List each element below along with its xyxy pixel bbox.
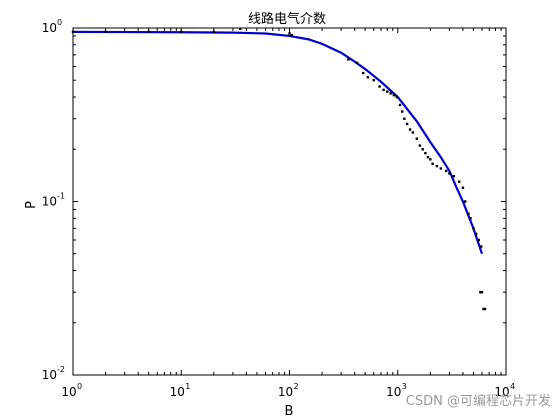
data-point xyxy=(472,227,475,230)
fit-line-group xyxy=(72,30,484,255)
x-tick-labels: 10 0 10 1 10 2 10 3 10 4 xyxy=(61,382,515,399)
data-point xyxy=(71,30,75,34)
data-point xyxy=(439,167,443,170)
data-point xyxy=(366,76,370,79)
x-tick-label: 10 1 xyxy=(170,382,191,399)
data-point xyxy=(288,32,291,35)
tick-label-exponent: 0 xyxy=(57,18,62,27)
tick-label-base: 10 xyxy=(42,368,57,382)
plot-frame xyxy=(72,27,507,376)
data-point xyxy=(378,85,381,88)
data-point xyxy=(389,92,392,95)
x-tick-label: 10 3 xyxy=(386,382,407,399)
tick-label-base: 10 xyxy=(42,21,57,35)
x-tick-label: 10 0 xyxy=(61,382,82,399)
data-point xyxy=(418,144,422,147)
data-point xyxy=(401,110,404,113)
data-point xyxy=(426,156,430,159)
data-point xyxy=(104,30,107,34)
data-point xyxy=(147,30,150,34)
x-tick-label: 10 2 xyxy=(278,382,299,399)
tick-label-base: 10 xyxy=(494,385,509,399)
tick-label-exponent: -2 xyxy=(57,365,65,374)
tick-label-exponent: 3 xyxy=(402,382,407,391)
data-point xyxy=(386,90,389,93)
plot-area xyxy=(71,27,507,376)
y-tick-label: 10 -2 xyxy=(42,365,65,382)
data-point xyxy=(372,79,375,82)
tick-label-exponent: 4 xyxy=(510,382,515,391)
data-point xyxy=(435,164,439,168)
data-point xyxy=(408,128,412,131)
tick-label-base: 10 xyxy=(170,385,185,399)
tick-label-base: 10 xyxy=(386,385,401,399)
data-point xyxy=(398,103,402,107)
tick-label-exponent: 0 xyxy=(77,382,82,391)
data-point xyxy=(212,30,216,34)
data-point xyxy=(452,174,456,178)
tick-label-base: 10 xyxy=(278,385,293,399)
watermark-text: CSDN @可编程芯片开发 xyxy=(406,393,551,409)
tick-label-exponent: 1 xyxy=(185,382,190,391)
data-point xyxy=(483,307,487,311)
data-point xyxy=(382,88,385,92)
tick-label-exponent: 2 xyxy=(294,382,299,391)
data-point xyxy=(347,58,350,61)
data-point xyxy=(429,158,432,161)
data-point xyxy=(362,71,365,75)
y-tick-label: 10 -1 xyxy=(42,192,65,209)
data-point xyxy=(461,186,465,189)
fit-curve xyxy=(72,30,484,255)
data-point xyxy=(474,232,478,236)
data-point xyxy=(448,172,451,175)
data-point xyxy=(180,30,183,34)
data-point xyxy=(392,93,396,97)
data-point xyxy=(395,95,398,99)
data-point xyxy=(238,27,242,30)
data-point xyxy=(290,33,293,37)
chart-title: 线路电气介数 xyxy=(248,11,326,27)
data-point xyxy=(477,238,480,242)
axis-ticks xyxy=(72,27,507,376)
data-point xyxy=(355,61,359,65)
data-point xyxy=(464,200,467,203)
data-point xyxy=(403,117,406,120)
data-point xyxy=(467,212,470,215)
data-point xyxy=(415,137,419,140)
tick-label-base: 10 xyxy=(42,195,57,209)
data-point xyxy=(458,180,461,183)
data-point xyxy=(431,162,434,165)
tick-label-exponent: -1 xyxy=(57,192,65,201)
data-point xyxy=(424,151,427,155)
data-points-group xyxy=(71,27,487,311)
data-point xyxy=(480,291,484,294)
data-point xyxy=(482,307,485,311)
data-point xyxy=(479,245,483,248)
tick-label-base: 10 xyxy=(61,385,76,399)
data-point xyxy=(444,169,448,173)
data-point xyxy=(469,217,472,220)
y-axis-label: P xyxy=(24,201,39,209)
x-tick-label: 10 4 xyxy=(494,382,515,399)
y-tick-label: 10 0 xyxy=(42,18,62,35)
data-point xyxy=(405,122,409,126)
data-point xyxy=(411,131,415,134)
data-point xyxy=(421,148,424,151)
x-axis-label: B xyxy=(285,404,294,419)
data-point xyxy=(479,291,482,294)
